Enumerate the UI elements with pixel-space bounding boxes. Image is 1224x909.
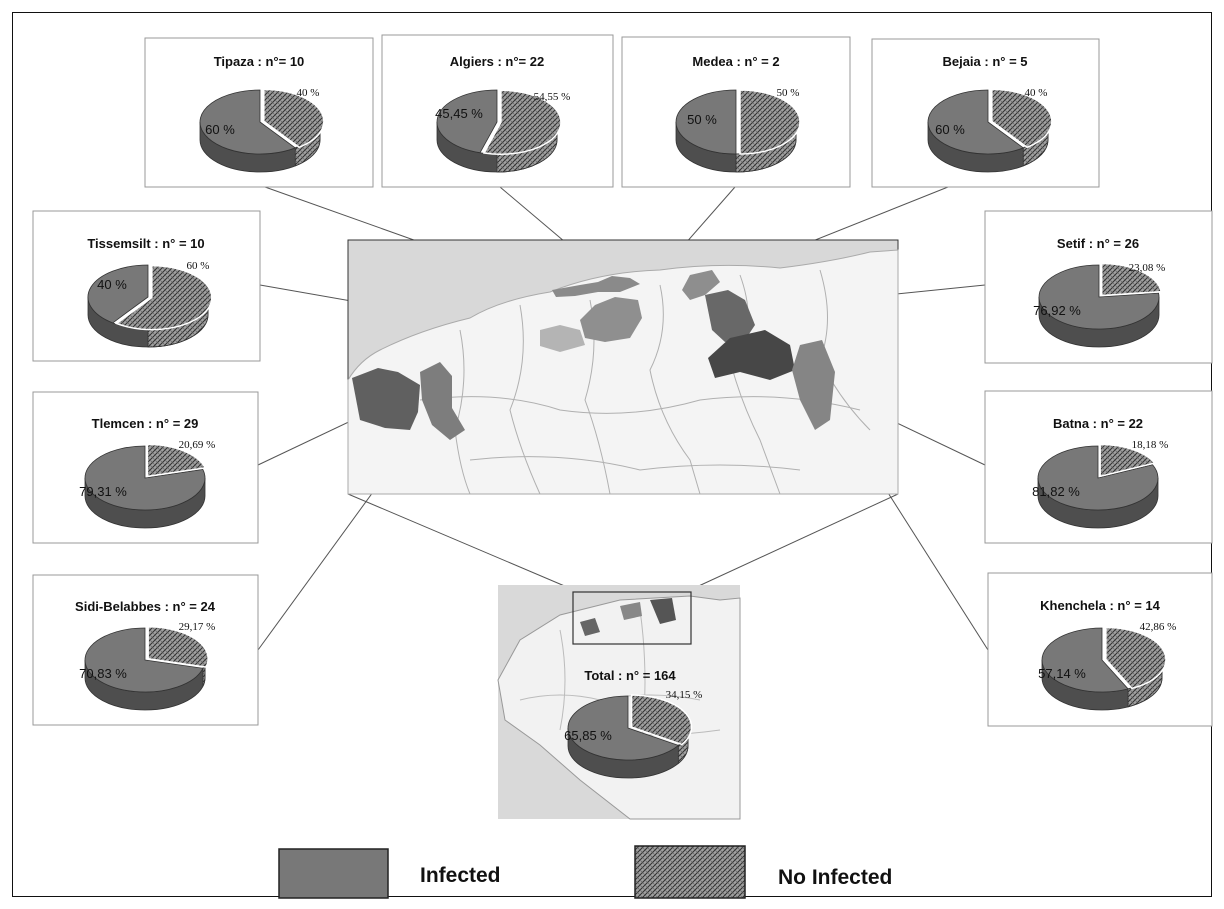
pie-slice-infected-khenchela	[1041, 627, 1129, 693]
pie-slice-infected-algiers	[436, 89, 498, 154]
legend: Infected No Infected	[278, 845, 892, 899]
label-infected-batna: 81,82 %	[1032, 484, 1080, 499]
legend-swatch-no-infected	[634, 845, 746, 899]
title-medea: Medea : n° = 2	[692, 54, 779, 69]
title-khenchela: Khenchela : n° = 14	[1040, 598, 1160, 613]
pie-slice-infected-setif	[1038, 264, 1160, 330]
pie-tlemcen: 79,31 % 20,69 %	[79, 439, 216, 529]
label-no-infected-batna: 18,18 %	[1132, 439, 1169, 451]
pie-slice-infected-tipaza	[199, 89, 297, 155]
legend-label-infected: Infected	[420, 864, 501, 887]
region-khenchela	[792, 340, 835, 430]
pie-slice-infected-tissemsilt	[87, 264, 149, 324]
pie-bejaia: 60 % 40 %	[927, 87, 1053, 173]
region-tlemcen	[352, 368, 420, 430]
label-no-infected-tipaza: 40 %	[297, 87, 320, 99]
label-no-infected-total: 34,15 %	[666, 689, 703, 701]
pie-slice-infected-sidibelabbes	[84, 627, 204, 693]
connector-zoom-right	[689, 493, 899, 591]
overview-highlight-west	[580, 618, 600, 636]
label-no-infected-algiers: 54,55 %	[534, 91, 571, 103]
title-bejaia: Bejaia : n° = 5	[942, 54, 1027, 69]
pie-slice-no-infected-tlemcen	[146, 443, 207, 478]
label-infected-sidibelabbes: 70,83 %	[79, 666, 127, 681]
pie-batna: 81,82 % 18,18 %	[1032, 439, 1169, 529]
label-infected-khenchela: 57,14 %	[1038, 666, 1086, 681]
pie-slice-no-infected-algiers	[482, 89, 562, 156]
pie-slice-no-infected-tipaza	[263, 88, 325, 149]
pie-slice-infected-tlemcen	[84, 445, 206, 511]
label-no-infected-sidibelabbes: 29,17 %	[179, 621, 216, 633]
legend-swatch-infected	[278, 848, 389, 899]
label-infected-medea: 50 %	[687, 112, 717, 127]
pie-slice-no-infected-setif	[1100, 262, 1163, 297]
overview-zoom-frame	[572, 591, 692, 645]
label-no-infected-bejaia: 40 %	[1025, 87, 1048, 99]
region-sidibelabbes	[420, 362, 465, 440]
label-no-infected-setif: 23,08 %	[1129, 262, 1166, 274]
label-infected-total: 65,85 %	[564, 728, 612, 743]
label-infected-bejaia: 60 %	[935, 122, 965, 137]
label-no-infected-khenchela: 42,86 %	[1140, 621, 1177, 633]
title-algiers: Algiers : n°= 22	[450, 54, 544, 69]
overview-highlight-center	[620, 602, 642, 620]
region-batna	[708, 330, 795, 380]
pie-tipaza: 60 % 40 %	[199, 87, 325, 173]
label-infected-tipaza: 60 %	[205, 122, 235, 137]
overview-highlight-east	[650, 598, 676, 624]
pie-medea: 50 % 50 %	[675, 87, 801, 173]
pie-slice-no-infected-medea	[739, 89, 801, 155]
pie-slice-no-infected-batna	[1099, 443, 1157, 478]
region-bejaia	[682, 270, 720, 300]
connector-zoom-left	[347, 493, 575, 591]
pie-slice-no-infected-total	[630, 694, 693, 746]
title-tissemsilt: Tissemsilt : n° = 10	[87, 236, 204, 251]
legend-label-no-infected: No Infected	[778, 866, 892, 889]
pie-charts: 60 %40 %45,45 %54,55 %50 %50 %60 %40 %40…	[79, 87, 1177, 779]
title-tipaza: Tipaza : n°= 10	[214, 54, 305, 69]
label-infected-setif: 76,92 %	[1033, 303, 1081, 318]
pie-slice-no-infected-sidibelabbes	[147, 626, 209, 668]
label-no-infected-tlemcen: 20,69 %	[179, 439, 216, 451]
pie-tissemsilt: 40 % 60 %	[87, 260, 213, 348]
box-batna	[984, 390, 1213, 544]
title-sidibelabbes: Sidi-Belabbes : n° = 24	[75, 599, 216, 614]
pie-slice-no-infected-khenchela	[1105, 626, 1167, 690]
pie-algiers: 45,45 % 54,55 %	[435, 89, 571, 173]
title-tlemcen: Tlemcen : n° = 29	[92, 416, 199, 431]
pie-slice-infected-batna	[1037, 445, 1159, 511]
pie-khenchela: 57,14 % 42,86 %	[1038, 621, 1177, 711]
label-infected-algiers: 45,45 %	[435, 106, 483, 121]
label-no-infected-tissemsilt: 60 %	[187, 260, 210, 272]
pie-total: 65,85 % 34,15 %	[564, 689, 703, 779]
zoomed-map	[347, 239, 899, 495]
region-medea	[580, 297, 642, 342]
pie-slice-no-infected-tissemsilt	[114, 264, 213, 331]
region-setif	[705, 290, 755, 342]
title-batna: Batna : n° = 22	[1053, 416, 1143, 431]
label-no-infected-medea: 50 %	[777, 87, 800, 99]
region-tissemsilt	[540, 325, 585, 352]
label-infected-tlemcen: 79,31 %	[79, 484, 127, 499]
pie-slice-infected-bejaia	[927, 89, 1025, 155]
label-infected-tissemsilt: 40 %	[97, 277, 127, 292]
pie-slice-infected-total	[567, 695, 680, 761]
pie-slice-no-infected-bejaia	[991, 88, 1053, 149]
map-land	[347, 249, 899, 495]
pie-sidibelabbes: 70,83 % 29,17 %	[79, 621, 216, 711]
region-tipaza-algiers	[552, 276, 640, 297]
pie-setif: 76,92 % 23,08 %	[1033, 262, 1166, 348]
pie-slice-infected-medea	[675, 89, 737, 155]
title-total: Total : n° = 164	[584, 668, 676, 683]
title-setif: Setif : n° = 26	[1057, 236, 1139, 251]
